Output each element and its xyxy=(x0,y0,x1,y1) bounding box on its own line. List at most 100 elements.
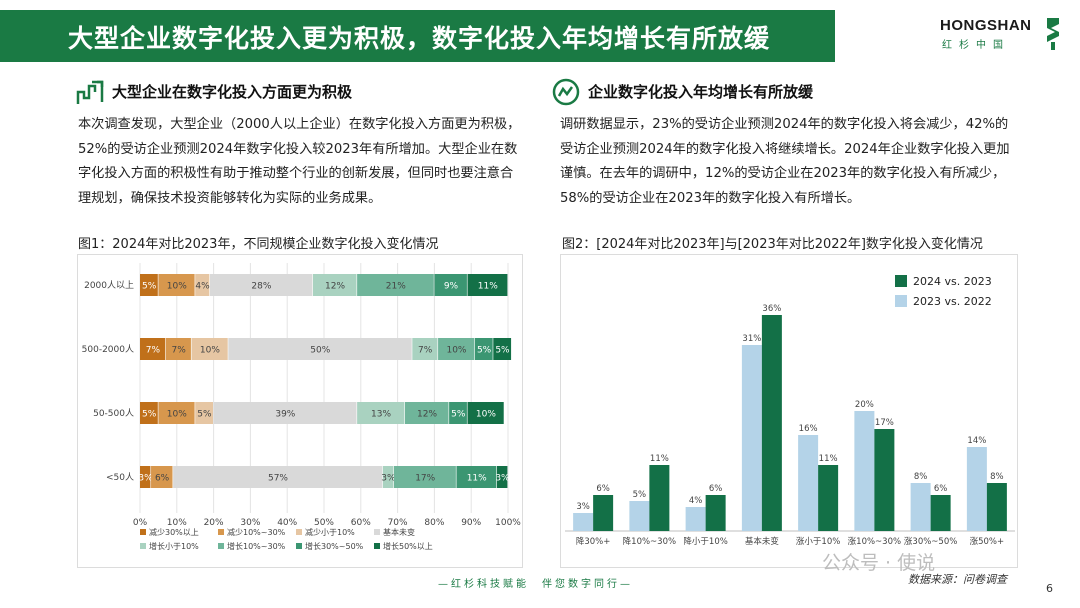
data-label: 31% xyxy=(742,334,761,344)
category-label: <50人 xyxy=(106,472,134,483)
bar-2024-vs-2023 xyxy=(649,465,670,531)
legend-label: 2023 vs. 2022 xyxy=(913,295,992,308)
logo-wordmark: HONGSHAN xyxy=(940,17,1032,34)
x-tick-label: 20% xyxy=(204,518,224,528)
bar-2023-vs-2022 xyxy=(966,447,987,531)
data-label: 8% xyxy=(914,472,928,482)
data-label: 3% xyxy=(138,474,153,484)
bar-segment xyxy=(209,274,313,296)
legend-swatch xyxy=(374,543,380,549)
left-section-heading: 大型企业在数字化投入方面更为积极 xyxy=(76,78,496,106)
data-label: 12% xyxy=(417,410,437,420)
bar-2023-vs-2022 xyxy=(629,501,650,531)
data-label: 57% xyxy=(268,474,288,484)
legend-swatch xyxy=(895,275,907,287)
x-tick-label: 70% xyxy=(388,518,408,528)
data-label: 5% xyxy=(142,282,157,292)
legend-swatch xyxy=(296,529,302,535)
watermark: 公众号 · 使说 xyxy=(822,552,936,574)
bar-segment xyxy=(449,402,467,424)
data-label: 5% xyxy=(477,346,492,356)
bar-segment xyxy=(191,338,228,360)
data-label: 11% xyxy=(478,282,498,292)
data-source: 数据来源：问卷调查 xyxy=(908,573,1007,586)
data-label: 8% xyxy=(990,472,1004,482)
data-label: 21% xyxy=(386,282,406,292)
category-label: 降小于10% xyxy=(683,536,727,547)
data-label: 36% xyxy=(762,304,781,314)
chart1-frame: 0% 10% 20% 30% 40% 50% 60% 70% 80% 90% 100% 2000人以上… xyxy=(77,254,523,568)
bar-segment xyxy=(357,274,434,296)
hongshan-logo: HONGSHAN 红杉中国 xyxy=(940,14,1060,54)
x-tick-label: 80% xyxy=(424,518,444,528)
data-label: 7% xyxy=(171,346,186,356)
data-label: 11% xyxy=(467,474,487,484)
category-label: 50-500人 xyxy=(93,408,134,419)
bar-2024-vs-2023 xyxy=(593,495,614,531)
bar-segment xyxy=(158,274,195,296)
data-label: 11% xyxy=(650,454,669,464)
bar-segment xyxy=(158,402,195,424)
legend-swatch xyxy=(218,529,224,535)
data-label: 10% xyxy=(167,410,187,420)
bar-segment xyxy=(357,402,405,424)
data-label: 10% xyxy=(200,346,220,356)
legend-label: 增长30%~50% xyxy=(305,541,364,551)
title-bar: 大型企业数字化投入更为积极，数字化投入年均增长有所放缓 xyxy=(0,10,835,62)
bar-segment xyxy=(412,338,438,360)
right-paragraph: 调研数据显示，23%的受访企业预测2024年的数字化投入将会减少，42%的受访企… xyxy=(560,117,1010,206)
bar-segment xyxy=(467,274,508,296)
data-label: 7% xyxy=(418,346,433,356)
bar-segment xyxy=(140,274,158,296)
right-heading-text: 企业数字化投入年均增长有所放缓 xyxy=(588,83,814,101)
legend-label: 减少小于10% xyxy=(305,527,355,537)
x-tick-label: 40% xyxy=(277,518,297,528)
data-label: 10% xyxy=(446,346,466,356)
data-label: 3% xyxy=(381,474,396,484)
page-number: 6 xyxy=(1046,582,1053,595)
legend-label: 增长10%~30% xyxy=(227,541,286,551)
data-label: 10% xyxy=(476,410,496,420)
legend-label: 增长50%以上 xyxy=(383,541,433,551)
bar-segment xyxy=(151,466,173,488)
data-label: 5% xyxy=(197,410,212,420)
bar-2023-vs-2022 xyxy=(910,483,931,531)
x-tick-label: 100% xyxy=(495,518,521,528)
x-tick-label: 10% xyxy=(167,518,187,528)
data-label: 28% xyxy=(251,282,271,292)
bar-segment xyxy=(496,466,508,488)
bar-segment xyxy=(434,274,467,296)
bar-segment xyxy=(140,466,151,488)
data-label: 6% xyxy=(709,484,723,494)
data-label: 5% xyxy=(633,490,647,500)
data-label: 5% xyxy=(451,410,466,420)
bar-segment xyxy=(456,466,497,488)
x-tick-label: 60% xyxy=(351,518,371,528)
data-label: 50% xyxy=(310,346,330,356)
bar-segment xyxy=(438,338,475,360)
category-label: 降10%~30% xyxy=(623,536,676,547)
growth-bars-icon xyxy=(76,80,104,104)
category-label: 降30%+ xyxy=(576,536,611,547)
bar-2024-vs-2023 xyxy=(818,465,839,531)
data-label: 10% xyxy=(167,282,187,292)
data-label: 14% xyxy=(967,436,986,446)
data-label: 5% xyxy=(495,346,510,356)
data-label: 3% xyxy=(495,474,510,484)
bar-segment xyxy=(140,402,158,424)
category-label: 2000人以上 xyxy=(84,280,134,291)
data-label: 11% xyxy=(819,454,838,464)
legend-label: 减少10%~30% xyxy=(227,527,286,537)
data-label: 17% xyxy=(875,418,894,428)
data-label: 4% xyxy=(195,282,210,292)
bar-2023-vs-2022 xyxy=(573,513,594,531)
x-tick-label: 90% xyxy=(461,518,481,528)
data-label: 3% xyxy=(576,502,590,512)
data-label: 6% xyxy=(934,484,948,494)
data-label: 20% xyxy=(855,400,874,410)
page-title: 大型企业数字化投入更为积极，数字化投入年均增长有所放缓 xyxy=(68,24,771,53)
data-label: 9% xyxy=(444,282,459,292)
data-label: 6% xyxy=(155,474,170,484)
data-label: 39% xyxy=(275,410,295,420)
data-label: 5% xyxy=(142,410,157,420)
